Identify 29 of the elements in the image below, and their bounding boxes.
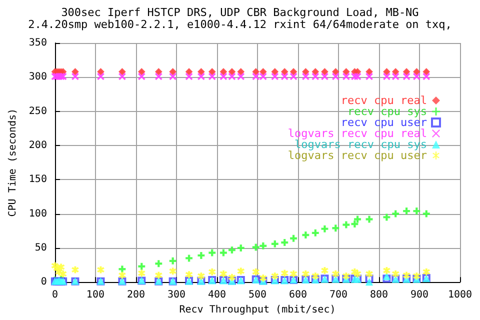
chart-title: 300sec Iperf HSTCP DRS, UDP CBR Background Load, MB-NG — [61, 6, 419, 19]
x-tick-label: 1000 — [448, 290, 472, 301]
x-tick-label: 300 — [167, 290, 186, 301]
x-tick-label: 200 — [126, 290, 145, 301]
legend-label: recv cpu user — [340, 116, 428, 129]
x-axis-title: Recv Throughput (mbit/sec) — [179, 304, 336, 316]
x-tick-label: 400 — [208, 290, 226, 301]
x-tick-label: 900 — [410, 290, 429, 301]
legend-label: recv cpu real — [340, 94, 427, 107]
x-tick-label: 100 — [86, 290, 104, 301]
legend-label: logvars recv cpu real — [288, 127, 427, 140]
y-tick-label: 50 — [34, 242, 47, 254]
y-tick-label: 250 — [28, 106, 47, 117]
legend-label: logvars recv cpu sys — [294, 138, 427, 151]
y-tick-label: 200 — [28, 140, 47, 151]
y-tick-label: 0 — [40, 276, 47, 288]
x-tick-label: 500 — [248, 290, 267, 301]
x-tick-label: 700 — [329, 290, 348, 301]
x-tick-label: 0 — [52, 290, 58, 301]
y-tick-label: 350 — [28, 38, 47, 48]
chart-subtitle: 2.4.20smp web100-2.2.1, e1000-4.4.12 rxint 64/64moderate on txq, — [28, 18, 452, 31]
y-tick-label: 150 — [28, 174, 47, 186]
x-tick-label: 800 — [370, 290, 388, 301]
y-tick-label: 300 — [28, 72, 47, 83]
y-axis-title: CPU Time (seconds) — [8, 108, 18, 217]
y-tick-label: 100 — [28, 208, 47, 220]
legend-label: recv cpu sys — [348, 105, 427, 118]
x-tick-label: 600 — [288, 290, 308, 301]
legend-label: logvars recv cpu user — [288, 149, 428, 162]
